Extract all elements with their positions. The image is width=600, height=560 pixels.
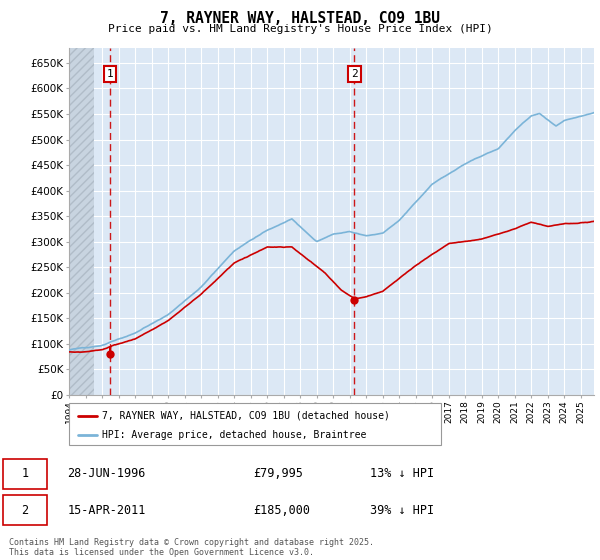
Text: £79,995: £79,995 (253, 467, 304, 480)
Text: Contains HM Land Registry data © Crown copyright and database right 2025.
This d: Contains HM Land Registry data © Crown c… (9, 538, 374, 557)
Text: Price paid vs. HM Land Registry's House Price Index (HPI): Price paid vs. HM Land Registry's House … (107, 24, 493, 34)
Text: 1: 1 (107, 69, 113, 79)
Text: 28-JUN-1996: 28-JUN-1996 (67, 467, 146, 480)
Text: 7, RAYNER WAY, HALSTEAD, CO9 1BU (detached house): 7, RAYNER WAY, HALSTEAD, CO9 1BU (detach… (103, 411, 391, 421)
FancyBboxPatch shape (3, 495, 47, 525)
Text: 39% ↓ HPI: 39% ↓ HPI (370, 503, 434, 517)
Text: 15-APR-2011: 15-APR-2011 (67, 503, 146, 517)
Text: 2: 2 (351, 69, 358, 79)
Text: 7, RAYNER WAY, HALSTEAD, CO9 1BU: 7, RAYNER WAY, HALSTEAD, CO9 1BU (160, 11, 440, 26)
Bar (69, 48, 94, 395)
Text: £185,000: £185,000 (253, 503, 310, 517)
Text: 13% ↓ HPI: 13% ↓ HPI (370, 467, 434, 480)
Text: 2: 2 (21, 503, 28, 517)
Text: HPI: Average price, detached house, Braintree: HPI: Average price, detached house, Brai… (103, 430, 367, 440)
Text: 1: 1 (21, 467, 28, 480)
FancyBboxPatch shape (69, 403, 441, 445)
FancyBboxPatch shape (3, 459, 47, 489)
